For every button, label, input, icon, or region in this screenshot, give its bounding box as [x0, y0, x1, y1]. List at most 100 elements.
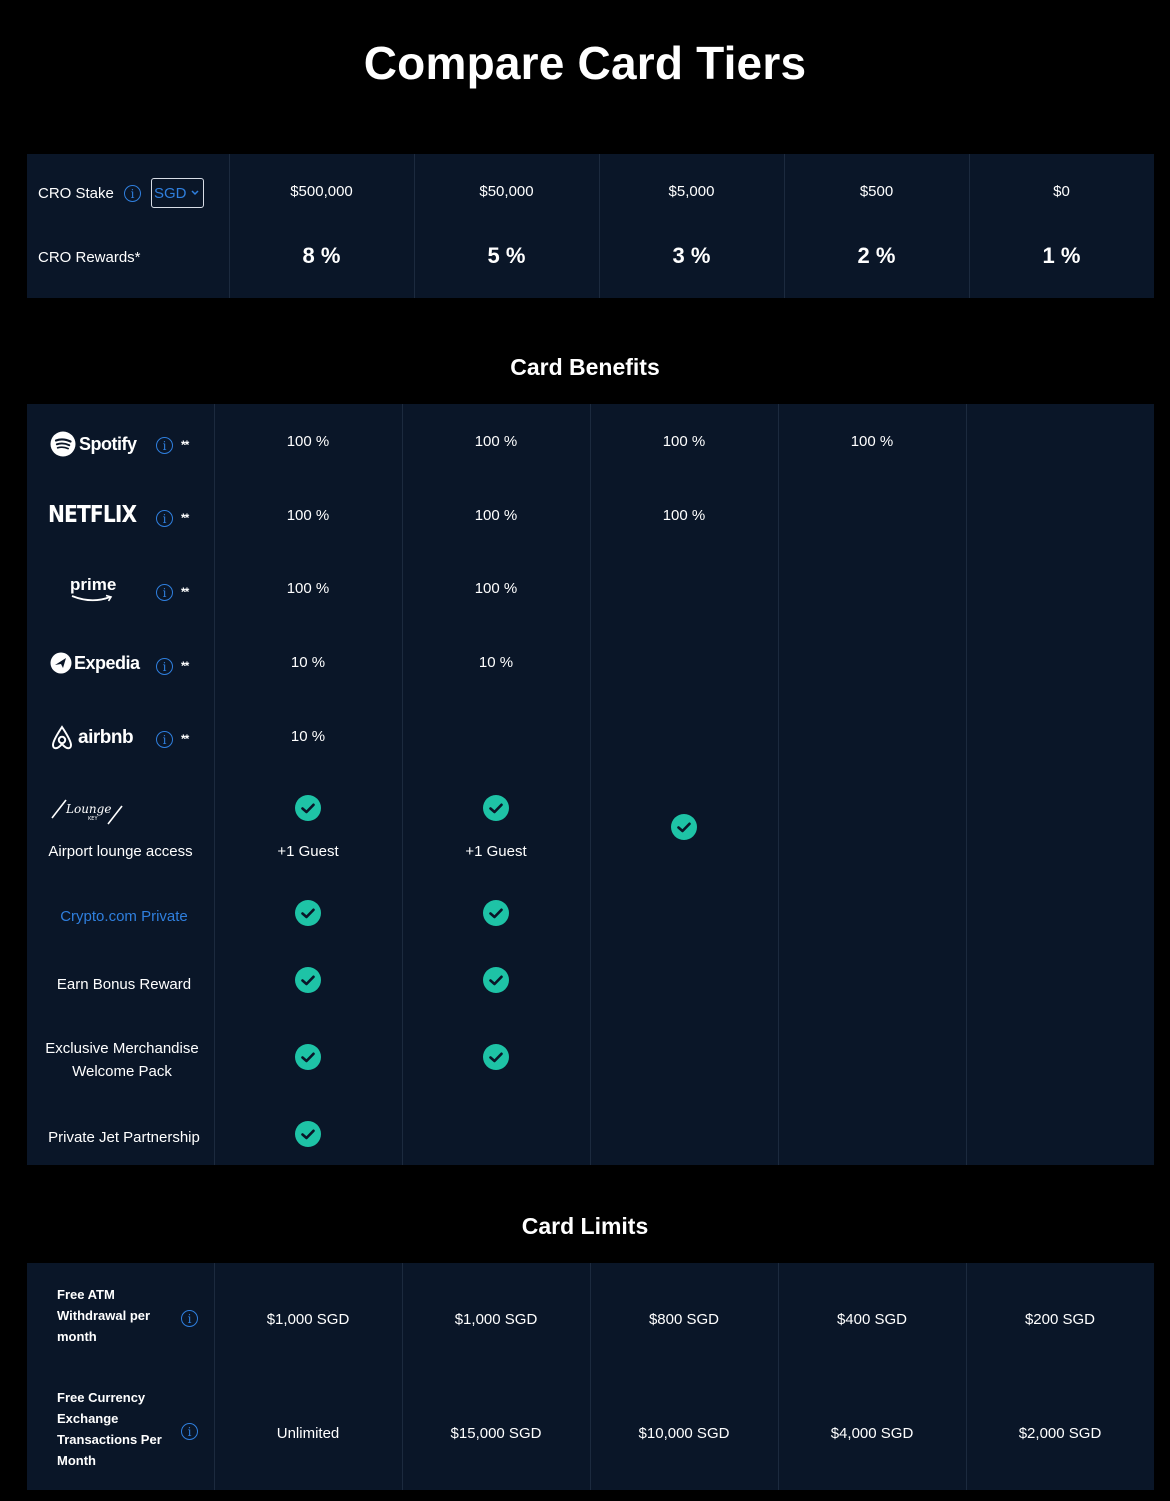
netflix-benefit-value: 100 % [286, 506, 330, 524]
loungekey-icon: Lounge KEY [51, 799, 123, 825]
earn-bonus-label: Earn Bonus Reward [56, 975, 192, 993]
card-limits-table [27, 1263, 1154, 1490]
cro-stake-label: CRO Stake [38, 185, 114, 202]
merchandise-label: Exclusive Merchandise Welcome Pack [27, 1037, 217, 1083]
crypto-private-link[interactable]: Crypto.com Private [60, 907, 188, 925]
footnote-marker: ** [181, 511, 189, 525]
column-divider [402, 1263, 403, 1490]
column-divider [778, 1263, 779, 1490]
info-icon[interactable]: i [156, 731, 173, 748]
info-icon[interactable]: i [156, 584, 173, 601]
amazon-smile-icon [71, 594, 113, 602]
lounge-guest-value: +1 Guest [277, 842, 339, 860]
column-divider [784, 154, 785, 298]
chevron-down-icon [190, 190, 199, 196]
reward-value: 8 % [302, 243, 341, 268]
fx-limit-value: $4,000 SGD [830, 1424, 914, 1442]
currency-select[interactable]: SGD [151, 178, 204, 208]
expedia-logo: Expedia [50, 652, 140, 674]
merchandise-label-line: Welcome Pack [72, 1063, 172, 1080]
loungekey-logo-subtext: KEY [88, 816, 98, 822]
loungekey-logo: Lounge KEY [50, 796, 124, 828]
info-icon[interactable]: i [124, 185, 141, 202]
info-icon[interactable]: i [181, 1310, 198, 1327]
atm-withdrawal-label: Free ATM Withdrawal per month [57, 1284, 150, 1347]
card-benefits-title: Card Benefits [510, 354, 660, 380]
loungekey-logo-text: Lounge [65, 802, 111, 816]
footnote-marker: ** [181, 732, 189, 746]
atm-label-line: Free ATM [57, 1287, 115, 1302]
card-limits-title: Card Limits [521, 1213, 649, 1239]
merch-check [483, 1044, 509, 1070]
bonus-check [483, 967, 509, 993]
column-divider [214, 1263, 215, 1490]
column-divider [590, 404, 591, 1165]
airport-lounge-label: Airport lounge access [48, 842, 193, 860]
cro-rewards-label: CRO Rewards* [38, 249, 141, 266]
reward-value: 1 % [1042, 243, 1081, 268]
fx-label-line: Month [57, 1453, 96, 1468]
spotify-logo-text: Spotify [79, 433, 137, 454]
lounge-guest-value: +1 Guest [465, 842, 527, 860]
check-icon [483, 900, 509, 926]
expedia-logo-text: Expedia [74, 652, 140, 673]
check-icon [295, 1044, 321, 1070]
netflix-benefit-value: 100 % [474, 506, 518, 524]
atm-limit-value: $200 SGD [1024, 1310, 1096, 1328]
spotify-icon [50, 431, 76, 457]
column-divider [402, 404, 403, 1165]
spotify-benefit-value: 100 % [474, 432, 518, 450]
info-icon[interactable]: i [156, 658, 173, 675]
fx-label-line: Free Currency [57, 1390, 146, 1405]
private-check [295, 900, 321, 926]
info-icon[interactable]: i [181, 1423, 198, 1440]
column-divider [590, 1263, 591, 1490]
check-icon [295, 967, 321, 993]
currency-select-value: SGD [154, 184, 187, 202]
expedia-benefit-value: 10 % [290, 653, 326, 671]
fx-limit-value: Unlimited [276, 1424, 340, 1442]
spotify-benefit-value: 100 % [286, 432, 330, 450]
check-icon [483, 795, 509, 821]
fx-label-line: Exchange [57, 1411, 119, 1426]
private-check [483, 900, 509, 926]
merch-check [295, 1044, 321, 1070]
page-title: Compare Card Tiers [363, 37, 807, 89]
airbnb-logo: airbnb [50, 725, 134, 751]
column-divider [214, 404, 215, 1165]
prime-benefit-value: 100 % [286, 579, 330, 597]
column-divider [229, 154, 230, 298]
prime-benefit-value: 100 % [474, 579, 518, 597]
reward-value: 5 % [487, 243, 526, 268]
column-divider [966, 1263, 967, 1490]
check-icon [671, 814, 697, 840]
check-icon [483, 967, 509, 993]
stake-value: $50,000 [479, 182, 534, 200]
check-icon [483, 1044, 509, 1070]
airbnb-benefit-value: 10 % [290, 727, 326, 745]
lounge-check [671, 814, 697, 840]
fx-limit-value: $2,000 SGD [1018, 1424, 1102, 1442]
spotify-logo: Spotify [50, 431, 137, 457]
fx-limit-value: $15,000 SGD [450, 1424, 542, 1442]
lounge-check [483, 795, 509, 821]
info-icon[interactable]: i [156, 437, 173, 454]
stake-rewards-table [27, 154, 1154, 298]
expedia-icon [50, 652, 72, 674]
lounge-check [295, 795, 321, 821]
stake-value: $5,000 [668, 182, 715, 200]
atm-label-line: Withdrawal per [57, 1308, 151, 1323]
expedia-benefit-value: 10 % [478, 653, 514, 671]
column-divider [414, 154, 415, 298]
stake-value: $0 [1053, 182, 1070, 200]
fx-limit-value: $10,000 SGD [638, 1424, 730, 1442]
info-icon[interactable]: i [156, 510, 173, 527]
column-divider [599, 154, 600, 298]
airbnb-icon [51, 725, 73, 750]
reward-value: 3 % [672, 243, 711, 268]
merchandise-label-line: Exclusive Merchandise [45, 1040, 199, 1057]
stake-value: $500 [859, 182, 894, 200]
check-icon [295, 795, 321, 821]
reward-value: 2 % [857, 243, 896, 268]
currency-exchange-label: Free Currency Exchange Transactions Per … [57, 1387, 162, 1471]
